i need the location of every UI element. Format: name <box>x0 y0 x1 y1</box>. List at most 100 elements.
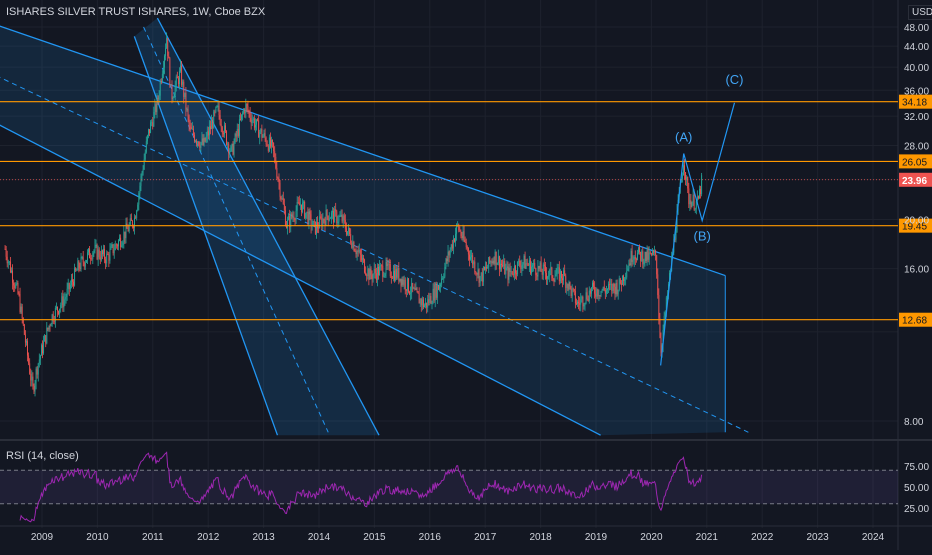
candle-body <box>317 222 318 228</box>
candle-body <box>100 250 102 260</box>
candle-body <box>474 261 476 273</box>
candle-body <box>266 144 268 146</box>
candle-body <box>496 263 498 265</box>
candle-body <box>697 196 699 199</box>
candle-body <box>140 175 142 186</box>
candle-body <box>291 213 293 218</box>
candle-body <box>589 290 591 294</box>
candle-body <box>617 289 619 295</box>
candle-body <box>169 58 171 86</box>
candle-body <box>181 65 183 85</box>
candle-body <box>262 136 264 138</box>
candle-body <box>630 250 632 266</box>
candle-body <box>121 245 123 247</box>
candle-body <box>561 271 562 279</box>
candle-body <box>40 345 42 356</box>
price-tick-label: 44.00 <box>904 42 929 53</box>
candle-body <box>449 249 451 256</box>
candle-body <box>666 295 668 298</box>
candle-body <box>228 143 230 154</box>
candle-body <box>448 251 450 256</box>
candle-body <box>219 115 221 125</box>
candle-body <box>398 267 400 282</box>
candle-body <box>131 220 133 227</box>
candle-body <box>252 118 254 121</box>
candle-body <box>188 116 190 126</box>
wave-label: (B) <box>694 228 711 243</box>
candle-body <box>312 220 314 226</box>
candle-body <box>372 274 374 280</box>
candle-body <box>92 252 94 259</box>
candle-body <box>590 287 592 294</box>
candle-body <box>645 251 647 261</box>
candle-body <box>365 272 367 275</box>
candle-body <box>506 266 508 268</box>
rsi-line <box>19 451 703 523</box>
candle-body <box>103 248 104 255</box>
candle-body <box>303 201 305 203</box>
rsi-tick-label: 75.00 <box>904 462 929 473</box>
candle-body <box>4 248 6 250</box>
candle-body <box>521 264 523 270</box>
candle-body <box>261 128 263 138</box>
candle-body <box>123 231 125 243</box>
candle-body <box>47 327 49 330</box>
candle-body <box>447 251 449 262</box>
candle-body <box>373 269 375 275</box>
level-label: 34.18 <box>902 98 927 109</box>
level-tag <box>899 312 932 327</box>
candle-body <box>432 288 434 304</box>
candle-body <box>551 267 553 279</box>
candle-body <box>94 245 96 251</box>
candle-body <box>83 262 85 267</box>
price-tick-label: 48.00 <box>904 23 929 34</box>
candle-body <box>549 269 551 276</box>
candle-body <box>354 250 356 252</box>
candle-body <box>59 308 61 314</box>
candle-body <box>436 285 438 298</box>
candle-body <box>190 126 192 130</box>
candle-body <box>367 269 369 276</box>
candle-body <box>176 76 178 79</box>
candle-body <box>522 262 524 265</box>
candle-body <box>13 282 15 286</box>
candle-body <box>217 105 219 107</box>
candle-body <box>101 250 103 255</box>
candle-body <box>216 106 218 107</box>
candle-body <box>374 269 376 274</box>
candle-body <box>442 278 444 280</box>
candle-body <box>147 129 149 136</box>
candle-body <box>611 283 613 291</box>
candle-body <box>339 216 341 217</box>
candle-body <box>639 247 641 252</box>
candle-body <box>68 283 70 290</box>
candle-body <box>460 231 462 236</box>
price-tick-label: 40.00 <box>904 63 929 74</box>
candle-body <box>50 324 52 327</box>
candle-body <box>319 216 321 228</box>
candle-body <box>692 194 694 203</box>
candle-body <box>687 176 689 189</box>
candle-body <box>28 355 30 364</box>
candle-body <box>82 257 84 263</box>
candle-body <box>32 376 34 386</box>
candle-body <box>685 172 687 180</box>
candle-body <box>701 175 703 194</box>
candle-body <box>371 275 373 280</box>
candle-body <box>463 231 465 240</box>
candle-body <box>113 250 115 254</box>
candle-body <box>378 267 379 276</box>
candle-body <box>518 260 520 262</box>
candle-body <box>616 282 618 295</box>
candle-body <box>160 81 162 83</box>
candle-body <box>490 261 492 263</box>
candle-body <box>478 269 480 283</box>
price-tick-label: 16.00 <box>904 265 929 276</box>
candle-body <box>629 263 631 266</box>
candle-body <box>623 275 624 282</box>
candle-body <box>578 301 580 304</box>
candle-body <box>55 306 57 309</box>
candle-body <box>243 109 245 114</box>
currency-label[interactable]: USD <box>908 5 932 20</box>
